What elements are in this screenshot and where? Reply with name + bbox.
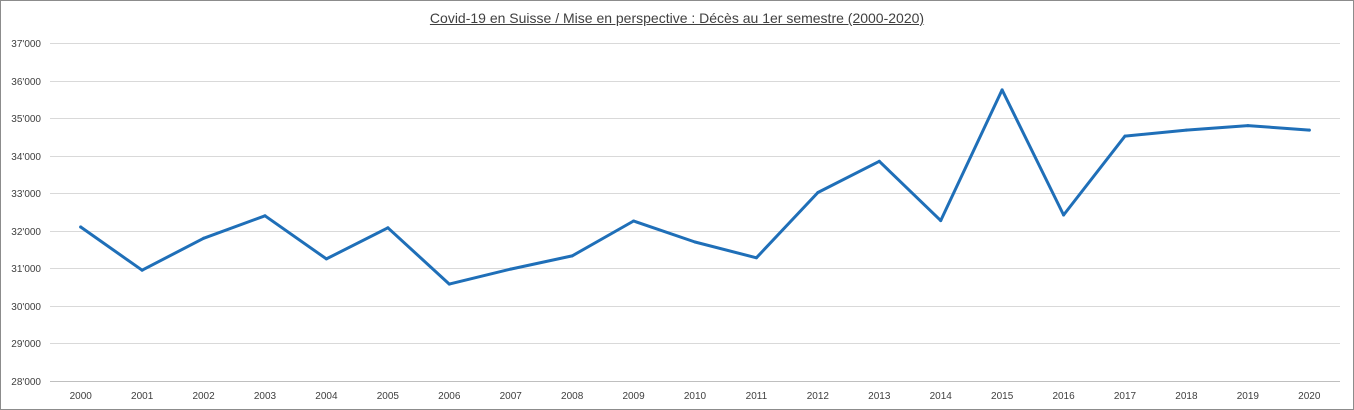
data-point xyxy=(570,254,574,258)
x-tick-label: 2000 xyxy=(70,391,93,402)
y-tick-label: 33'000 xyxy=(11,189,41,200)
y-tick-label: 29'000 xyxy=(11,339,41,350)
data-point xyxy=(1307,128,1311,132)
x-tick-label: 2015 xyxy=(991,391,1014,402)
data-point xyxy=(1000,88,1004,92)
y-tick-label: 30'000 xyxy=(11,302,41,313)
y-axis: 28'000 29'000 30'000 31'000 32'000 33'000 34'0… xyxy=(11,39,41,388)
x-tick-label: 2019 xyxy=(1237,391,1260,402)
data-point xyxy=(263,214,267,218)
x-tick-label: 2011 xyxy=(746,391,768,402)
y-tick-label: 36'000 xyxy=(11,77,41,88)
data-point xyxy=(754,256,758,260)
x-tick-label: 2014 xyxy=(930,391,953,402)
y-tick-label: 35'000 xyxy=(11,114,41,125)
data-point xyxy=(324,257,328,261)
x-tick-label: 2020 xyxy=(1298,391,1321,402)
x-tick-label: 2001 xyxy=(131,391,154,402)
y-tick-label: 31'000 xyxy=(11,264,41,275)
data-point xyxy=(939,219,943,223)
data-point xyxy=(1246,124,1250,128)
data-point xyxy=(632,219,636,223)
y-tick-label: 28'000 xyxy=(11,377,41,388)
data-point xyxy=(140,268,144,272)
data-point xyxy=(1123,134,1127,138)
data-point xyxy=(816,191,820,194)
x-axis: 2000 2001 2002 2003 2004 2005 2006 2007 2008 2009… xyxy=(70,391,1321,402)
data-point xyxy=(1062,213,1066,217)
series-line xyxy=(79,88,1311,286)
chart-title: Covid-19 en Suisse / Mise en perspective… xyxy=(429,10,925,26)
data-point xyxy=(447,282,451,286)
x-tick-label: 2005 xyxy=(377,391,400,402)
x-tick-label: 2003 xyxy=(254,391,277,402)
gridlines xyxy=(50,43,1340,382)
x-tick-label: 2016 xyxy=(1052,391,1075,402)
x-tick-label: 2012 xyxy=(807,391,830,402)
data-point xyxy=(509,267,513,271)
data-point xyxy=(386,226,390,230)
y-tick-label: 32'000 xyxy=(11,227,41,238)
y-tick-label: 37'000 xyxy=(11,39,41,50)
x-tick-label: 2002 xyxy=(192,391,215,402)
x-tick-label: 2018 xyxy=(1175,391,1198,402)
x-tick-label: 2008 xyxy=(561,391,584,402)
data-point xyxy=(877,159,881,163)
data-point xyxy=(1184,128,1188,132)
x-tick-label: 2009 xyxy=(622,391,645,402)
data-point xyxy=(202,236,206,240)
series-layer xyxy=(79,88,1311,286)
x-tick-label: 2007 xyxy=(500,391,523,402)
data-point xyxy=(79,225,83,229)
x-tick-label: 2006 xyxy=(438,391,461,402)
y-tick-label: 34'000 xyxy=(11,152,41,163)
x-tick-label: 2017 xyxy=(1114,391,1137,402)
x-tick-label: 2013 xyxy=(868,391,891,402)
x-tick-label: 2010 xyxy=(684,391,707,402)
data-point xyxy=(693,240,697,244)
x-tick-label: 2004 xyxy=(315,391,338,402)
